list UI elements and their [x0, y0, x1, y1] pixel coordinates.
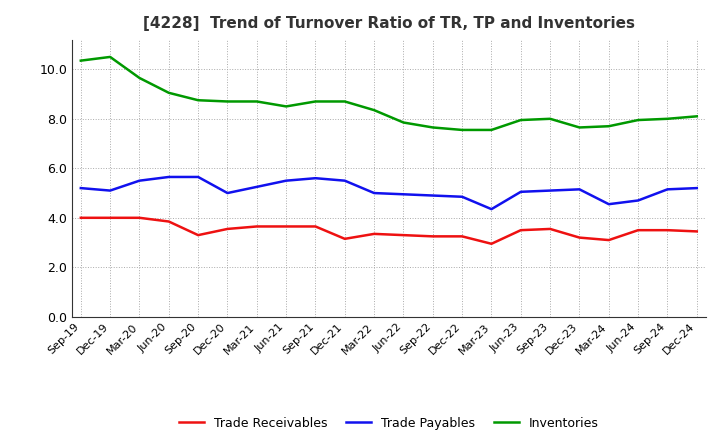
Trade Receivables: [370, 231, 379, 237]
Inventories: [546, 116, 554, 121]
Trade Receivables: [693, 229, 701, 234]
Inventories: [605, 124, 613, 129]
Inventories: [516, 117, 525, 123]
Inventories: [282, 104, 290, 109]
Trade Payables: [663, 187, 672, 192]
Trade Receivables: [135, 215, 144, 220]
Inventories: [253, 99, 261, 104]
Trade Payables: [253, 184, 261, 190]
Trade Payables: [282, 178, 290, 183]
Inventories: [458, 127, 467, 132]
Trade Payables: [135, 178, 144, 183]
Trade Payables: [516, 189, 525, 194]
Trade Receivables: [76, 215, 85, 220]
Trade Receivables: [428, 234, 437, 239]
Trade Payables: [223, 191, 232, 196]
Trade Receivables: [311, 224, 320, 229]
Trade Payables: [605, 202, 613, 207]
Inventories: [76, 58, 85, 63]
Trade Receivables: [575, 235, 584, 240]
Title: [4228]  Trend of Turnover Ratio of TR, TP and Inventories: [4228] Trend of Turnover Ratio of TR, TP…: [143, 16, 635, 32]
Inventories: [311, 99, 320, 104]
Inventories: [663, 116, 672, 121]
Trade Receivables: [399, 232, 408, 238]
Trade Payables: [76, 186, 85, 191]
Trade Payables: [194, 174, 202, 180]
Trade Receivables: [546, 226, 554, 231]
Inventories: [370, 107, 379, 113]
Inventories: [223, 99, 232, 104]
Inventories: [341, 99, 349, 104]
Trade Payables: [370, 191, 379, 196]
Trade Payables: [106, 188, 114, 193]
Inventories: [399, 120, 408, 125]
Inventories: [575, 125, 584, 130]
Trade Receivables: [516, 227, 525, 233]
Trade Payables: [634, 198, 642, 203]
Line: Trade Payables: Trade Payables: [81, 177, 697, 209]
Trade Receivables: [487, 241, 496, 246]
Trade Payables: [164, 174, 173, 180]
Trade Payables: [546, 188, 554, 193]
Trade Receivables: [634, 227, 642, 233]
Trade Receivables: [663, 227, 672, 233]
Inventories: [106, 54, 114, 59]
Trade Receivables: [194, 232, 202, 238]
Inventories: [135, 75, 144, 81]
Trade Payables: [311, 176, 320, 181]
Inventories: [487, 127, 496, 132]
Trade Payables: [428, 193, 437, 198]
Inventories: [428, 125, 437, 130]
Line: Trade Receivables: Trade Receivables: [81, 218, 697, 244]
Trade Payables: [399, 192, 408, 197]
Legend: Trade Receivables, Trade Payables, Inventories: Trade Receivables, Trade Payables, Inven…: [174, 412, 604, 435]
Trade Receivables: [605, 238, 613, 243]
Trade Payables: [341, 178, 349, 183]
Inventories: [693, 114, 701, 119]
Trade Receivables: [341, 236, 349, 242]
Inventories: [164, 90, 173, 95]
Trade Payables: [693, 186, 701, 191]
Trade Receivables: [253, 224, 261, 229]
Trade Payables: [487, 206, 496, 212]
Trade Payables: [575, 187, 584, 192]
Trade Receivables: [106, 215, 114, 220]
Trade Receivables: [164, 219, 173, 224]
Inventories: [194, 98, 202, 103]
Line: Inventories: Inventories: [81, 57, 697, 130]
Trade Receivables: [223, 226, 232, 231]
Trade Payables: [458, 194, 467, 199]
Inventories: [634, 117, 642, 123]
Trade Receivables: [458, 234, 467, 239]
Trade Receivables: [282, 224, 290, 229]
